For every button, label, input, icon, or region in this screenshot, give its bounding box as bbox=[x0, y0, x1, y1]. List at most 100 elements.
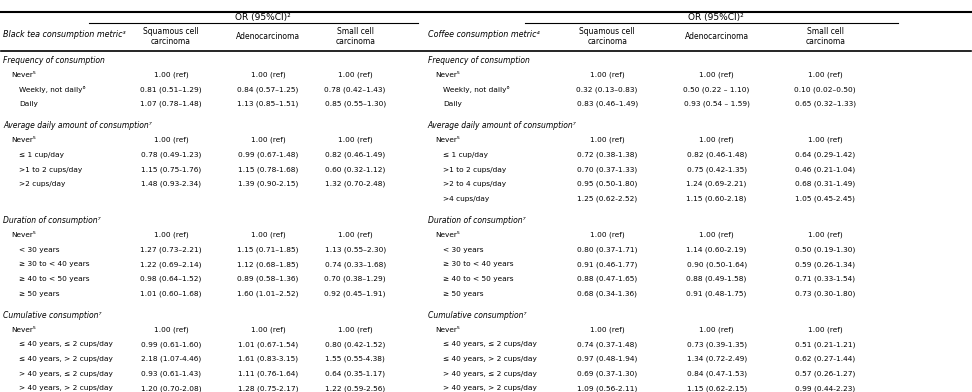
Text: 1.15 (0.75-1.76): 1.15 (0.75-1.76) bbox=[141, 166, 201, 173]
Text: 0.50 (0.22 – 1.10): 0.50 (0.22 – 1.10) bbox=[683, 86, 749, 93]
Text: 1.22 (0.59-2.56): 1.22 (0.59-2.56) bbox=[325, 385, 385, 392]
Text: Never⁵: Never⁵ bbox=[11, 72, 36, 78]
Text: 0.91 (0.46-1.77): 0.91 (0.46-1.77) bbox=[577, 261, 638, 267]
Text: 0.83 (0.46–1.49): 0.83 (0.46–1.49) bbox=[576, 101, 638, 107]
Text: 1.00 (ref): 1.00 (ref) bbox=[699, 71, 734, 78]
Text: 0.10 (0.02–0.50): 0.10 (0.02–0.50) bbox=[794, 86, 856, 93]
Text: 0.65 (0.32–1.33): 0.65 (0.32–1.33) bbox=[795, 101, 855, 107]
Text: 0.98 (0.64–1.52): 0.98 (0.64–1.52) bbox=[140, 276, 202, 282]
Text: 1.00 (ref): 1.00 (ref) bbox=[699, 232, 734, 238]
Text: ≥ 30 to < 40 years: ≥ 30 to < 40 years bbox=[443, 261, 514, 267]
Text: 0.93 (0.54 – 1.59): 0.93 (0.54 – 1.59) bbox=[683, 101, 749, 107]
Text: 0.73 (0.39-1.35): 0.73 (0.39-1.35) bbox=[686, 341, 746, 348]
Text: >1 to 2 cups/day: >1 to 2 cups/day bbox=[18, 167, 82, 172]
Text: 0.99 (0.67-1.48): 0.99 (0.67-1.48) bbox=[238, 152, 298, 158]
Text: < 30 years: < 30 years bbox=[18, 247, 59, 252]
Text: 0.69 (0.37-1.30): 0.69 (0.37-1.30) bbox=[577, 370, 638, 377]
Text: 1.00 (ref): 1.00 (ref) bbox=[154, 137, 189, 143]
Text: 0.64 (0.29-1.42): 0.64 (0.29-1.42) bbox=[795, 152, 855, 158]
Text: ≥ 50 years: ≥ 50 years bbox=[18, 290, 59, 297]
Text: 0.93 (0.61-1.43): 0.93 (0.61-1.43) bbox=[141, 370, 201, 377]
Text: 0.70 (0.38–1.29): 0.70 (0.38–1.29) bbox=[325, 276, 386, 282]
Text: 0.90 (0.50-1.64): 0.90 (0.50-1.64) bbox=[686, 261, 746, 267]
Text: > 40 years, ≤ 2 cups/day: > 40 years, ≤ 2 cups/day bbox=[18, 371, 113, 377]
Text: 1.00 (ref): 1.00 (ref) bbox=[251, 137, 286, 143]
Text: Black tea consumption metric³: Black tea consumption metric³ bbox=[3, 30, 126, 38]
Text: 1.00 (ref): 1.00 (ref) bbox=[338, 137, 372, 143]
Text: Daily: Daily bbox=[18, 101, 38, 107]
Text: 1.00 (ref): 1.00 (ref) bbox=[699, 137, 734, 143]
Text: 1.00 (ref): 1.00 (ref) bbox=[590, 137, 625, 143]
Text: 0.84 (0.57–1.25): 0.84 (0.57–1.25) bbox=[237, 86, 298, 93]
Text: ≤ 40 years, > 2 cups/day: ≤ 40 years, > 2 cups/day bbox=[18, 356, 113, 362]
Text: 1.00 (ref): 1.00 (ref) bbox=[808, 71, 843, 78]
Text: >4 cups/day: >4 cups/day bbox=[443, 196, 490, 202]
Text: Adenocarcinoma: Adenocarcinoma bbox=[684, 32, 748, 41]
Text: 1.13 (0.85–1.51): 1.13 (0.85–1.51) bbox=[237, 101, 298, 107]
Text: 1.01 (0.67-1.54): 1.01 (0.67-1.54) bbox=[238, 341, 298, 348]
Text: Never⁵: Never⁵ bbox=[11, 137, 36, 143]
Text: >2 to 4 cups/day: >2 to 4 cups/day bbox=[443, 181, 506, 187]
Text: 1.00 (ref): 1.00 (ref) bbox=[338, 232, 372, 238]
Text: 0.57 (0.26-1.27): 0.57 (0.26-1.27) bbox=[795, 370, 855, 377]
Text: 0.99 (0.61-1.60): 0.99 (0.61-1.60) bbox=[141, 341, 201, 348]
Text: ≤ 40 years, > 2 cups/day: ≤ 40 years, > 2 cups/day bbox=[443, 356, 538, 362]
Text: Average daily amount of consumption⁷: Average daily amount of consumption⁷ bbox=[428, 121, 576, 130]
Text: 0.99 (0.44-2.23): 0.99 (0.44-2.23) bbox=[795, 385, 855, 392]
Text: 1.00 (ref): 1.00 (ref) bbox=[251, 71, 286, 78]
Text: 1.05 (0.45-2.45): 1.05 (0.45-2.45) bbox=[795, 196, 855, 202]
Text: 1.39 (0.90-2.15): 1.39 (0.90-2.15) bbox=[238, 181, 298, 187]
Text: Never⁵: Never⁵ bbox=[11, 327, 36, 333]
Text: 0.80 (0.42-1.52): 0.80 (0.42-1.52) bbox=[325, 341, 385, 348]
Text: 1.48 (0.93-2.34): 1.48 (0.93-2.34) bbox=[141, 181, 201, 187]
Text: 1.15 (0.62-2.15): 1.15 (0.62-2.15) bbox=[686, 385, 746, 392]
Text: 1.15 (0.78-1.68): 1.15 (0.78-1.68) bbox=[238, 166, 298, 173]
Text: 0.74 (0.33–1.68): 0.74 (0.33–1.68) bbox=[325, 261, 386, 267]
Text: 1.07 (0.78–1.48): 1.07 (0.78–1.48) bbox=[140, 101, 202, 107]
Text: Duration of consumption⁷: Duration of consumption⁷ bbox=[3, 216, 101, 225]
Text: 0.81 (0.51–1.29): 0.81 (0.51–1.29) bbox=[140, 86, 202, 93]
Text: 0.68 (0.34-1.36): 0.68 (0.34-1.36) bbox=[577, 290, 638, 297]
Text: 0.84 (0.47-1.53): 0.84 (0.47-1.53) bbox=[686, 370, 746, 377]
Text: < 30 years: < 30 years bbox=[443, 247, 484, 252]
Text: 0.80 (0.37-1.71): 0.80 (0.37-1.71) bbox=[577, 246, 638, 253]
Text: 1.00 (ref): 1.00 (ref) bbox=[590, 327, 625, 333]
Text: 1.00 (ref): 1.00 (ref) bbox=[251, 232, 286, 238]
Text: 1.00 (ref): 1.00 (ref) bbox=[154, 71, 189, 78]
Text: 1.22 (0.69–2.14): 1.22 (0.69–2.14) bbox=[140, 261, 202, 267]
Text: Squamous cell
carcinoma: Squamous cell carcinoma bbox=[579, 27, 635, 46]
Text: ≤ 1 cup/day: ≤ 1 cup/day bbox=[18, 152, 64, 158]
Text: 0.75 (0.42-1.35): 0.75 (0.42-1.35) bbox=[686, 166, 746, 173]
Text: 0.92 (0.45–1.91): 0.92 (0.45–1.91) bbox=[325, 290, 386, 297]
Text: >1 to 2 cups/day: >1 to 2 cups/day bbox=[443, 167, 506, 172]
Text: >2 cups/day: >2 cups/day bbox=[18, 181, 65, 187]
Text: Daily: Daily bbox=[443, 101, 463, 107]
Text: Average daily amount of consumption⁷: Average daily amount of consumption⁷ bbox=[3, 121, 152, 130]
Text: Duration of consumption⁷: Duration of consumption⁷ bbox=[428, 216, 526, 225]
Text: 1.00 (ref): 1.00 (ref) bbox=[699, 327, 734, 333]
Text: 2.18 (1.07-4.46): 2.18 (1.07-4.46) bbox=[141, 356, 201, 362]
Text: 1.60 (1.01–2.52): 1.60 (1.01–2.52) bbox=[237, 290, 298, 297]
Text: 0.78 (0.49-1.23): 0.78 (0.49-1.23) bbox=[141, 152, 201, 158]
Text: 1.55 (0.55-4.38): 1.55 (0.55-4.38) bbox=[326, 356, 385, 362]
Text: 0.82 (0.46-1.48): 0.82 (0.46-1.48) bbox=[686, 152, 746, 158]
Text: 0.46 (0.21-1.04): 0.46 (0.21-1.04) bbox=[795, 166, 855, 173]
Text: 1.00 (ref): 1.00 (ref) bbox=[808, 232, 843, 238]
Text: Small cell
carcinoma: Small cell carcinoma bbox=[805, 27, 846, 46]
Text: 1.00 (ref): 1.00 (ref) bbox=[338, 327, 372, 333]
Text: Small cell
carcinoma: Small cell carcinoma bbox=[335, 27, 375, 46]
Text: 0.62 (0.27-1.44): 0.62 (0.27-1.44) bbox=[795, 356, 855, 362]
Text: Never⁵: Never⁵ bbox=[435, 327, 461, 333]
Text: 0.59 (0.26-1.34): 0.59 (0.26-1.34) bbox=[795, 261, 855, 267]
Text: Weekly, not daily⁶: Weekly, not daily⁶ bbox=[443, 86, 510, 93]
Text: 0.91 (0.48-1.75): 0.91 (0.48-1.75) bbox=[686, 290, 746, 297]
Text: ≤ 40 years, ≤ 2 cups/day: ≤ 40 years, ≤ 2 cups/day bbox=[443, 341, 538, 347]
Text: 0.60 (0.32-1.12): 0.60 (0.32-1.12) bbox=[325, 166, 385, 173]
Text: 1.00 (ref): 1.00 (ref) bbox=[338, 71, 372, 78]
Text: Never⁵: Never⁵ bbox=[435, 232, 461, 238]
Text: 1.32 (0.70-2.48): 1.32 (0.70-2.48) bbox=[325, 181, 385, 187]
Text: 0.51 (0.21-1.21): 0.51 (0.21-1.21) bbox=[795, 341, 855, 348]
Text: 0.95 (0.50-1.80): 0.95 (0.50-1.80) bbox=[577, 181, 638, 187]
Text: Frequency of consumption: Frequency of consumption bbox=[3, 56, 105, 65]
Text: > 40 years, > 2 cups/day: > 40 years, > 2 cups/day bbox=[18, 385, 113, 391]
